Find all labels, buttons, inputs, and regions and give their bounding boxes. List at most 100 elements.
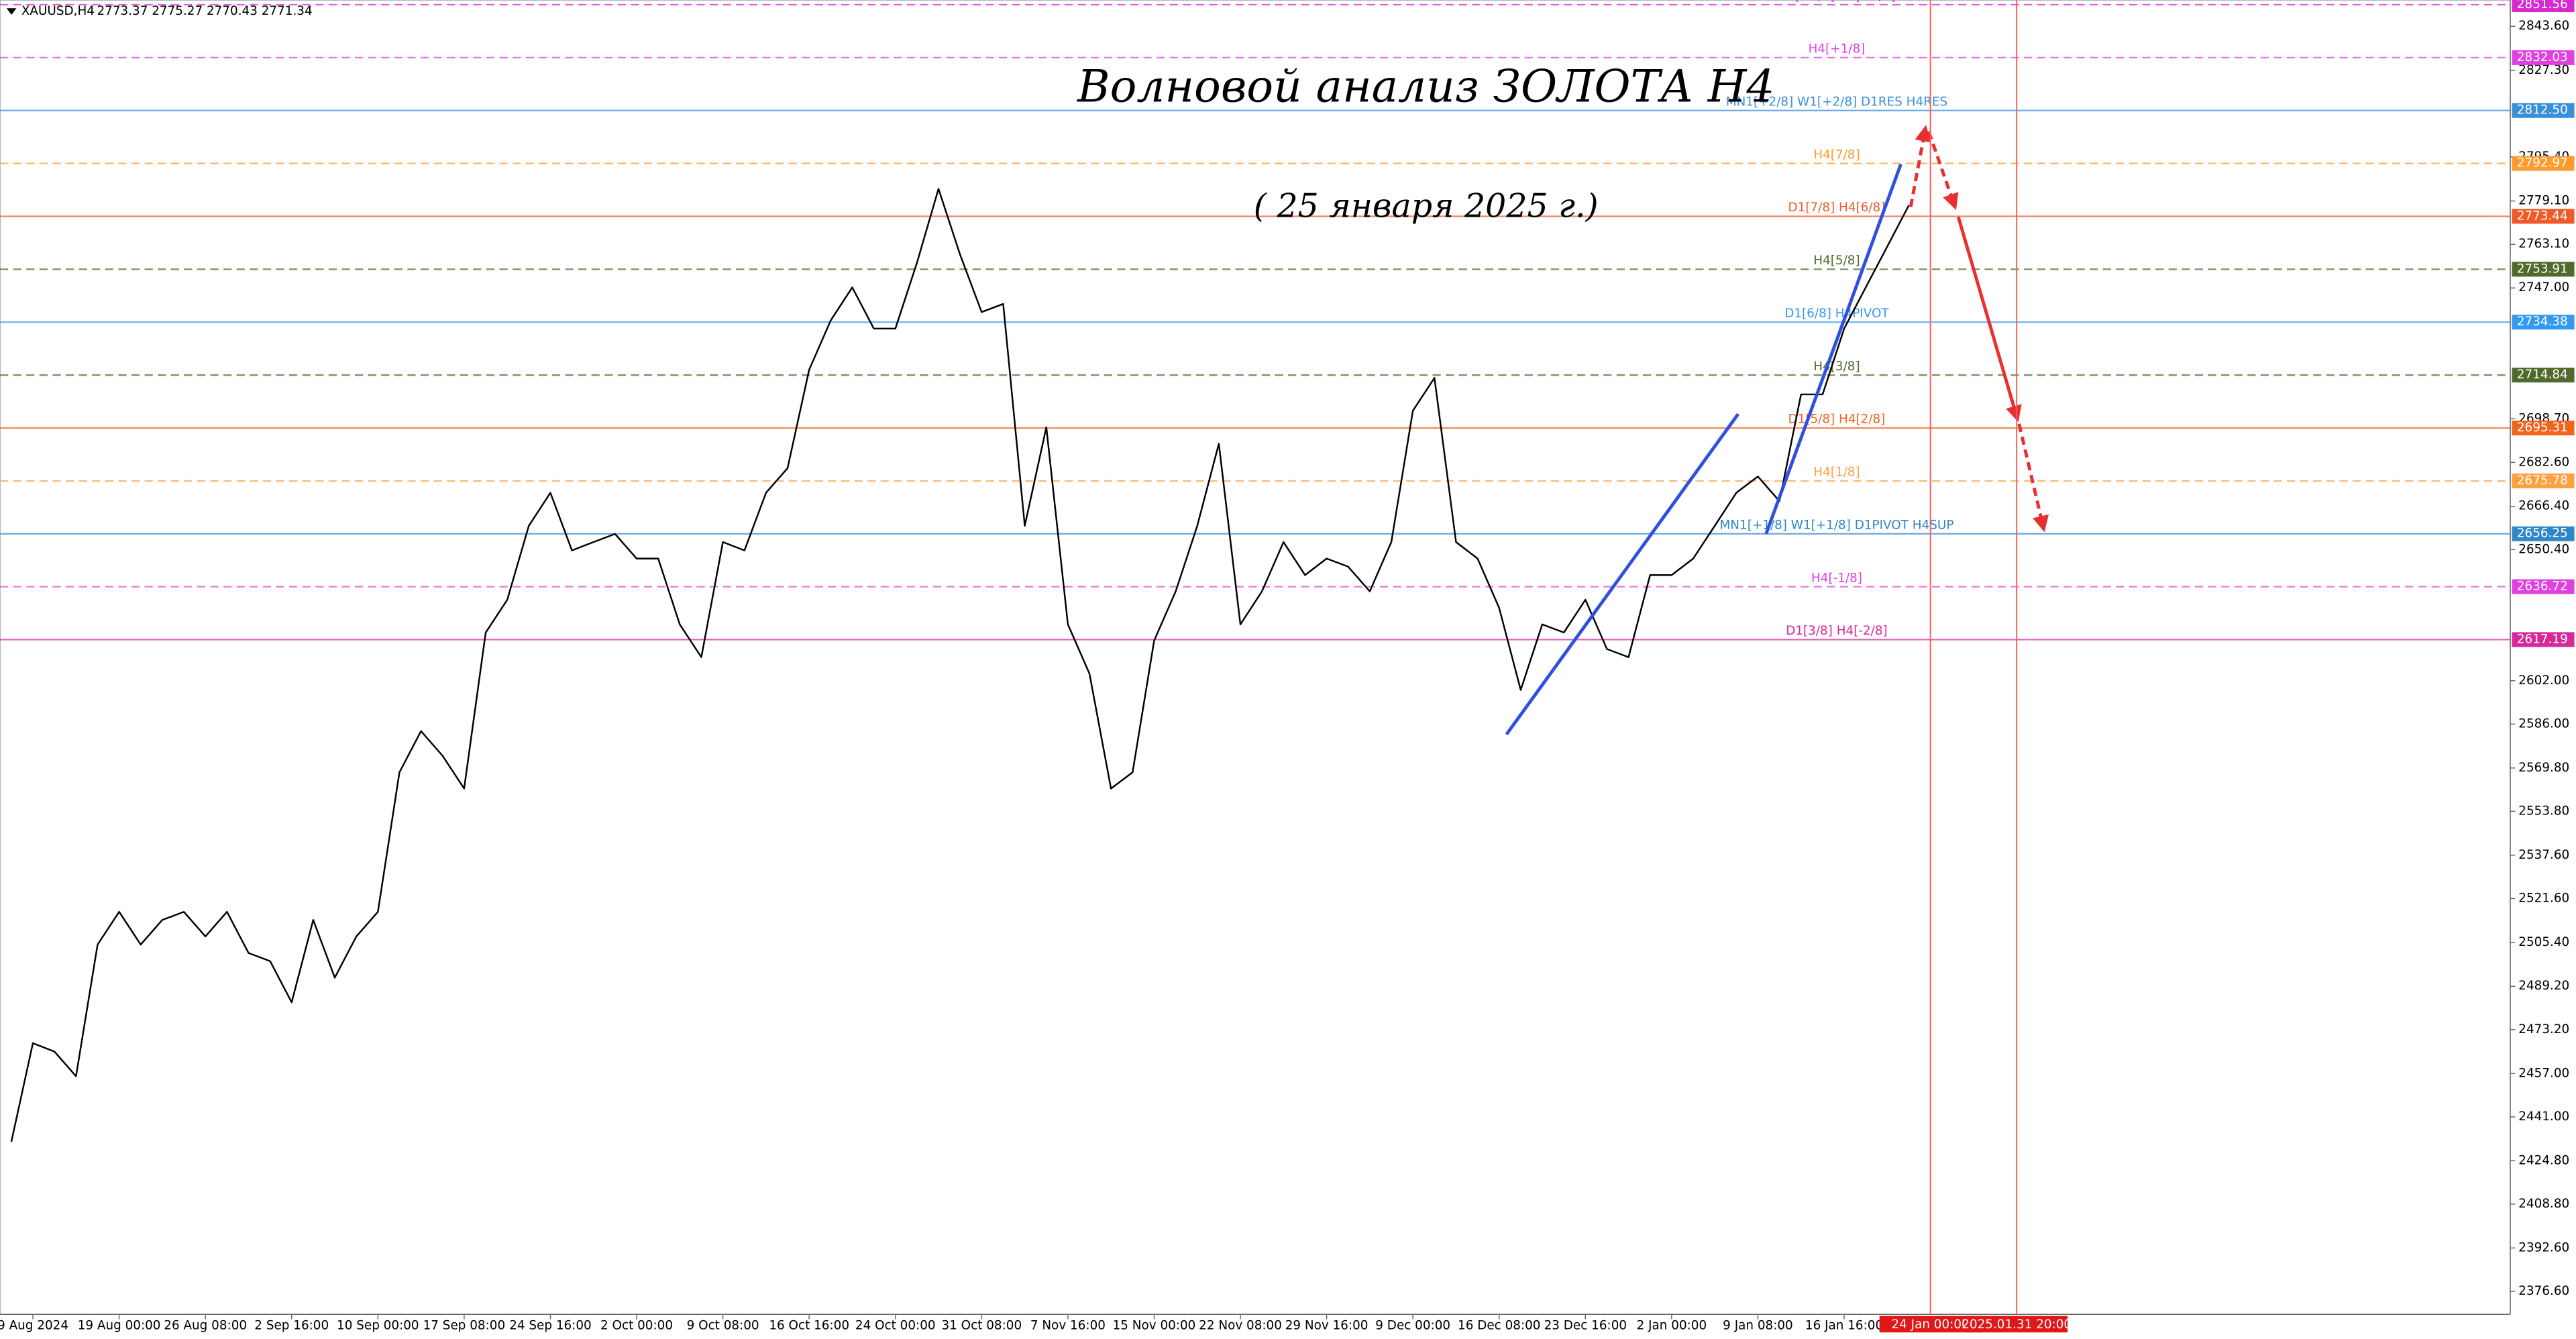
- forecast-arrow: [1927, 131, 1959, 211]
- level-price-box: [2512, 209, 2575, 224]
- x-tick-label: 9 Dec 00:00: [1375, 1318, 1450, 1332]
- cursor-time-box: [1879, 1316, 1982, 1333]
- y-tick-label: 2537.60: [2518, 848, 2569, 862]
- level-price-label: 2832.03: [2517, 50, 2568, 64]
- level-price-label: 2617.19: [2517, 632, 2568, 646]
- x-tick-label: 16 Oct 16:00: [769, 1318, 849, 1332]
- level-price-label: 2851.56: [2517, 0, 2568, 11]
- forecast-arrow: [1909, 125, 1931, 208]
- level-name: H4[+1/8]: [1809, 42, 1866, 56]
- y-tick-label: 2424.80: [2518, 1153, 2569, 1167]
- x-tick-label: 9 Jan 08:00: [1723, 1318, 1793, 1332]
- y-tick-label: 2763.10: [2518, 237, 2569, 251]
- level-price-box: [2512, 579, 2575, 594]
- level-price-box: [2512, 526, 2575, 541]
- level-price-label: 2675.78: [2517, 474, 2568, 488]
- level-price-box: [2512, 368, 2575, 383]
- trend-line: [1505, 413, 1740, 736]
- chart-title: Волновой анализ ЗОЛОТА H4: [1077, 61, 1774, 113]
- y-tick-label: 2666.40: [2518, 499, 2569, 513]
- y-tick-label: 2586.00: [2518, 716, 2569, 731]
- level-price-label: 2773.44: [2517, 209, 2568, 223]
- x-tick-label: 2 Sep 16:00: [254, 1318, 329, 1332]
- y-tick-label: 2569.80: [2518, 761, 2569, 775]
- y-tick-label: 2602.00: [2518, 674, 2569, 688]
- level-price-label: 2714.84: [2517, 368, 2568, 382]
- x-tick-label: 17 Sep 08:00: [423, 1318, 506, 1332]
- level-price-box: [2512, 632, 2575, 647]
- y-tick-label: 2392.60: [2518, 1240, 2569, 1254]
- x-tick-label: 10 Sep 00:00: [337, 1318, 419, 1332]
- level-name: MN1[+1/8] W1[+1/8] D1PIVOT H4SUP: [1719, 518, 1953, 532]
- y-tick-label: 2457.00: [2518, 1066, 2569, 1080]
- level-price-box: [2512, 262, 2575, 277]
- level-name: H4[5/8]: [1813, 254, 1860, 268]
- level-price-box: [2512, 420, 2575, 435]
- cursor-time-label: 24 Jan 00:00: [1891, 1318, 1969, 1332]
- level-price-box: [2512, 50, 2575, 65]
- menu-icon[interactable]: [6, 8, 17, 15]
- x-tick-label: 2 Oct 00:00: [600, 1318, 673, 1332]
- cursor-time-box: [1966, 1316, 2068, 1333]
- level-price-label: 2734.38: [2517, 315, 2568, 329]
- cursor-time-label: 2025.01.31 20:00: [1962, 1318, 2072, 1332]
- level-name: MN1[+2/8] W1[+2/8] D1RES H4RES: [1726, 95, 1947, 109]
- level-name: H4[1/8]: [1813, 466, 1860, 480]
- level-price-box: [2512, 103, 2575, 118]
- y-tick-label: 2489.20: [2518, 979, 2569, 993]
- y-tick-label: 2441.00: [2518, 1110, 2569, 1124]
- level-name: H4[3/8]: [1813, 360, 1860, 374]
- forecast-arrow: [1956, 216, 2022, 423]
- y-tick-label: 2747.00: [2518, 280, 2569, 294]
- x-tick-label: 2 Jan 00:00: [1637, 1318, 1707, 1332]
- level-name: D1[7/8] H4[6/8]: [1788, 201, 1886, 215]
- y-tick-label: 2553.80: [2518, 804, 2569, 818]
- level-price-box: [2512, 0, 2575, 13]
- levels: D1[+1/8] H4[+2/8] H4[+1/8] MN1[+2/8] W1[+2…: [0, 0, 2511, 641]
- x-tick-label: 19 Aug 00:00: [78, 1318, 161, 1332]
- level-name: H4[7/8]: [1813, 148, 1860, 162]
- y-tick-label: 2376.60: [2518, 1284, 2569, 1298]
- x-tick-label: 24 Sep 16:00: [509, 1318, 592, 1332]
- y-tick-label: 2473.20: [2518, 1022, 2569, 1036]
- level-price-box: [2512, 473, 2575, 488]
- level-price-box: [2512, 156, 2575, 171]
- x-tick-label: 16 Dec 08:00: [1458, 1318, 1540, 1332]
- y-tick-label: 2650.40: [2518, 542, 2569, 556]
- y-tick-label: 2505.40: [2518, 935, 2569, 949]
- level-price-label: 2753.91: [2517, 262, 2568, 276]
- x-tick-label: 7 Nov 16:00: [1030, 1318, 1106, 1332]
- level-price-label: 2656.25: [2517, 527, 2568, 541]
- forecast-arrow: [2017, 423, 2049, 533]
- level-price-label: 2812.50: [2517, 103, 2568, 117]
- quote: 2773.37 2775.27 2770.43 2771.34: [97, 4, 312, 18]
- y-tick-label: 2682.60: [2518, 455, 2569, 469]
- x-tick-label: 22 Nov 08:00: [1199, 1318, 1282, 1332]
- level-name: D1[3/8] H4[-2/8]: [1786, 624, 1888, 638]
- level-price-box: [2512, 315, 2575, 330]
- level-name: D1[6/8] H4PIVOT: [1784, 307, 1889, 321]
- symbol: XAUUSD,H4: [21, 4, 95, 18]
- y-tick-label: 2521.60: [2518, 891, 2569, 905]
- y-tick-label: 2827.30: [2518, 63, 2569, 77]
- x-tick-label: 15 Nov 00:00: [1113, 1318, 1196, 1332]
- x-tick-label: 29 Nov 16:00: [1285, 1318, 1368, 1332]
- level-name: H4[-1/8]: [1811, 571, 1862, 585]
- x-tick-label: 23 Dec 16:00: [1544, 1318, 1627, 1332]
- trend-line: [1764, 164, 1902, 535]
- x-tick-label: 9 Aug 2024: [0, 1318, 68, 1332]
- y-tick-label: 2408.80: [2518, 1197, 2569, 1211]
- level-price-label: 2695.31: [2517, 421, 2568, 435]
- x-tick-label: 9 Oct 08:00: [687, 1318, 759, 1332]
- level-price-label: 2792.97: [2517, 156, 2568, 170]
- x-tick-label: 24 Oct 00:00: [855, 1318, 936, 1332]
- level-name: D1[5/8] H4[2/8]: [1788, 413, 1886, 427]
- level-price-label: 2636.72: [2517, 580, 2568, 594]
- y-tick-label: 2843.60: [2518, 19, 2569, 33]
- x-tick-label: 16 Jan 16:00: [1805, 1318, 1883, 1332]
- y-tick-label: 2779.10: [2518, 194, 2569, 208]
- x-tick-label: 31 Oct 08:00: [941, 1318, 1022, 1332]
